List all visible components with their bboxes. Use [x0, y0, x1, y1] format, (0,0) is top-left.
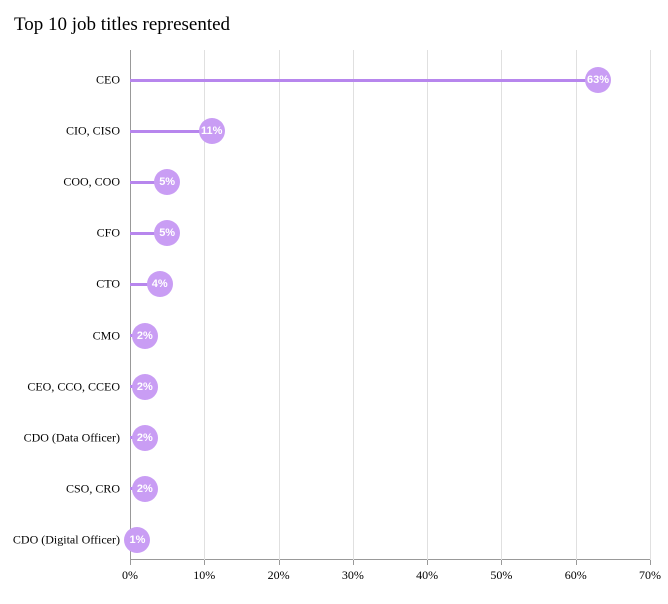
value-dot: 4%	[147, 271, 173, 297]
x-tick-label: 70%	[639, 568, 661, 583]
value-dot: 63%	[585, 67, 611, 93]
chart-container: Top 10 job titles represented 0%10%20%30…	[0, 0, 668, 604]
value-dot: 2%	[132, 425, 158, 451]
gridline	[501, 50, 502, 560]
bar	[130, 79, 598, 82]
value-dot: 5%	[154, 169, 180, 195]
value-dot: 2%	[132, 374, 158, 400]
category-label: CTO	[96, 277, 130, 292]
x-tick-label: 40%	[416, 568, 438, 583]
gridline	[279, 50, 280, 560]
gridline	[427, 50, 428, 560]
gridline	[576, 50, 577, 560]
value-dot: 2%	[132, 476, 158, 502]
x-tick-mark	[204, 560, 205, 565]
x-tick-mark	[576, 560, 577, 565]
x-tick-label: 20%	[268, 568, 290, 583]
x-tick-mark	[501, 560, 502, 565]
x-tick-label: 10%	[193, 568, 215, 583]
category-label: CSO, CRO	[66, 481, 130, 496]
category-label: CDO (Digital Officer)	[13, 533, 130, 548]
category-label: COO, COO	[63, 175, 130, 190]
plot-area: 0%10%20%30%40%50%60%70%CEO63%CIO, CISO11…	[130, 50, 650, 560]
category-label: CIO, CISO	[66, 124, 130, 139]
chart-title: Top 10 job titles represented	[14, 14, 230, 36]
x-tick-label: 0%	[122, 568, 138, 583]
x-tick-mark	[427, 560, 428, 565]
category-label: CDO (Data Officer)	[24, 430, 130, 445]
category-label: CMO	[93, 328, 130, 343]
x-axis-line	[130, 559, 650, 560]
x-tick-mark	[650, 560, 651, 565]
value-dot: 2%	[132, 323, 158, 349]
category-label: CFO	[97, 226, 130, 241]
category-label: CEO, CCO, CCEO	[27, 379, 130, 394]
x-tick-label: 50%	[490, 568, 512, 583]
x-tick-label: 30%	[342, 568, 364, 583]
value-dot: 11%	[199, 118, 225, 144]
x-tick-label: 60%	[565, 568, 587, 583]
x-tick-mark	[353, 560, 354, 565]
x-tick-mark	[130, 560, 131, 565]
value-dot: 5%	[154, 220, 180, 246]
gridline	[650, 50, 651, 560]
gridline	[353, 50, 354, 560]
category-label: CEO	[96, 73, 130, 88]
y-axis-line	[130, 50, 131, 560]
x-tick-mark	[279, 560, 280, 565]
value-dot: 1%	[124, 527, 150, 553]
